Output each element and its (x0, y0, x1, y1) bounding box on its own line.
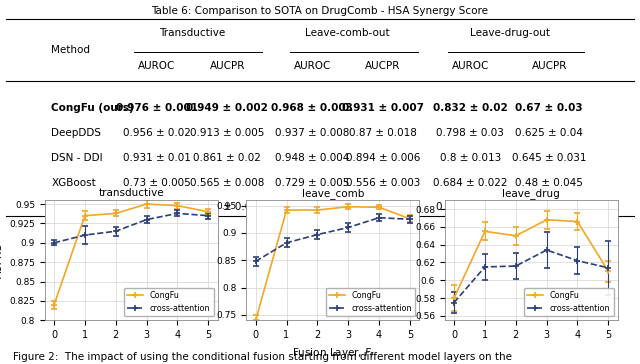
Text: 0.684 ± 0.022: 0.684 ± 0.022 (433, 178, 508, 187)
Text: Leave-comb-out: Leave-comb-out (305, 28, 390, 38)
Text: 0.48 ± 0.045: 0.48 ± 0.045 (515, 178, 583, 187)
Text: Table 6: Comparison to SOTA on DrugComb - HSA Synergy Score: Table 6: Comparison to SOTA on DrugComb … (152, 6, 488, 16)
Text: 0.67 ± 0.018: 0.67 ± 0.018 (436, 202, 504, 213)
Text: DeepDDS: DeepDDS (51, 128, 101, 138)
Title: leave_drug: leave_drug (502, 188, 560, 199)
Text: 0.556 ± 0.003: 0.556 ± 0.003 (346, 178, 420, 187)
X-axis label: Fusion Layer, $F_i$: Fusion Layer, $F_i$ (292, 345, 374, 360)
Text: 0.861 ± 0.02: 0.861 ± 0.02 (193, 153, 261, 163)
Title: leave_comb: leave_comb (301, 188, 364, 199)
Text: 0.67 ± 0.03: 0.67 ± 0.03 (515, 103, 583, 113)
Text: 0.435 ± 0.043: 0.435 ± 0.043 (512, 202, 586, 213)
Title: transductive: transductive (99, 188, 164, 198)
Legend: CongFu, cross-attention: CongFu, cross-attention (524, 288, 614, 316)
Text: Method: Method (51, 45, 90, 55)
Text: 0.968 ± 0.003: 0.968 ± 0.003 (271, 103, 353, 113)
Text: 0.948 ± 0.004: 0.948 ± 0.004 (275, 153, 349, 163)
Text: 0.565 ± 0.008: 0.565 ± 0.008 (190, 178, 264, 187)
Text: AUCPR: AUCPR (365, 62, 401, 71)
Text: 0.645 ± 0.031: 0.645 ± 0.031 (512, 153, 586, 163)
Text: 0.931 ± 0.007: 0.931 ± 0.007 (342, 103, 424, 113)
Text: AUCPR: AUCPR (209, 62, 245, 71)
Text: Leave-drug-out: Leave-drug-out (470, 28, 550, 38)
Text: 0.832 ± 0.02: 0.832 ± 0.02 (433, 103, 508, 113)
Text: LogReg: LogReg (51, 202, 90, 213)
Text: 0.625 ± 0.04: 0.625 ± 0.04 (515, 128, 583, 138)
Text: 0.949 ± 0.002: 0.949 ± 0.002 (186, 103, 268, 113)
Text: 0.87 ± 0.018: 0.87 ± 0.018 (349, 128, 417, 138)
Text: Transductive: Transductive (159, 28, 225, 38)
Text: 0.723 ± 0.005: 0.723 ± 0.005 (120, 202, 194, 213)
Text: Figure 2:  The impact of using the conditional fusion starting from different mo: Figure 2: The impact of using the condit… (13, 352, 512, 362)
Legend: CongFu, cross-attention: CongFu, cross-attention (326, 288, 415, 316)
Text: 0.536 ± 0.007: 0.536 ± 0.007 (190, 202, 264, 213)
Text: AUROC: AUROC (452, 62, 489, 71)
Y-axis label: AUPRC: AUPRC (0, 243, 4, 278)
Text: XGBoost: XGBoost (51, 178, 96, 187)
Text: 0.913 ± 0.005: 0.913 ± 0.005 (190, 128, 264, 138)
Text: 0.729 ± 0.005: 0.729 ± 0.005 (275, 178, 349, 187)
Text: AUROC: AUROC (138, 62, 175, 71)
Text: AUCPR: AUCPR (531, 62, 567, 71)
Legend: CongFu, cross-attention: CongFu, cross-attention (124, 288, 214, 316)
Text: AUROC: AUROC (294, 62, 331, 71)
Text: 0.798 ± 0.03: 0.798 ± 0.03 (436, 128, 504, 138)
Text: 0.8 ± 0.013: 0.8 ± 0.013 (440, 153, 501, 163)
Text: 0.894 ± 0.006: 0.894 ± 0.006 (346, 153, 420, 163)
Text: 0.976 ± 0.001: 0.976 ± 0.001 (116, 103, 198, 113)
Text: 0.931 ± 0.01: 0.931 ± 0.01 (123, 153, 191, 163)
Text: DSN - DDI: DSN - DDI (51, 153, 103, 163)
Text: 0.718 ± 0.006: 0.718 ± 0.006 (275, 202, 349, 213)
Text: CongFu (ours): CongFu (ours) (51, 103, 134, 113)
Text: 0.528 ± 0.013: 0.528 ± 0.013 (346, 202, 420, 213)
Text: 0.73 ± 0.005: 0.73 ± 0.005 (123, 178, 191, 187)
Text: 0.937 ± 0.008: 0.937 ± 0.008 (275, 128, 349, 138)
Text: 0.956 ± 0.02: 0.956 ± 0.02 (123, 128, 191, 138)
